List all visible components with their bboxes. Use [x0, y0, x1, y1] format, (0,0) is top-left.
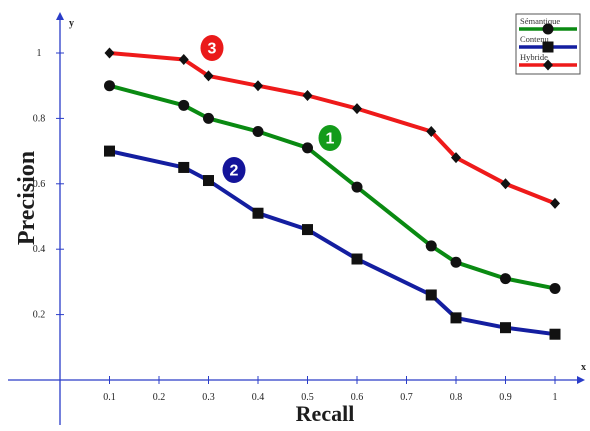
- series-3-marker: [451, 152, 461, 164]
- series-1-marker: [203, 112, 214, 124]
- y-tick-label: 1: [37, 48, 42, 59]
- y-tick-label: 0.2: [33, 310, 46, 321]
- series-2-marker: [252, 207, 264, 219]
- series-badge-2: 2: [222, 157, 246, 183]
- series-1-marker: [425, 240, 437, 252]
- legend-item-3: Hybride: [519, 52, 577, 71]
- x-tick-label: 0.4: [252, 392, 265, 403]
- legend-label: Sémantique: [520, 16, 560, 26]
- series-2-marker: [450, 312, 462, 324]
- series-1-marker: [500, 273, 511, 285]
- series-3-marker: [253, 80, 263, 92]
- series-1-marker: [549, 282, 561, 294]
- series-3-marker: [500, 178, 511, 190]
- x-tick-label: 0.6: [351, 392, 364, 403]
- series-2-marker: [302, 224, 313, 236]
- badge-circle: [200, 35, 224, 61]
- y-tick-label: 0.6: [33, 179, 46, 190]
- badge-label: 1: [326, 131, 335, 148]
- series-3-marker: [426, 125, 437, 137]
- series-line-2: [107, 149, 557, 337]
- legend-marker: [542, 41, 554, 53]
- x-tick-label: 0.5: [301, 392, 314, 403]
- series-2-marker: [500, 322, 511, 334]
- legend: Sémantique Contenu Hybride: [515, 13, 581, 75]
- series-3-marker: [352, 103, 362, 115]
- series-2-marker: [178, 161, 190, 173]
- series-3-marker: [302, 90, 313, 102]
- series-1-marker: [302, 142, 313, 154]
- series-3-marker: [178, 54, 189, 66]
- x-axis-title: Recall: [296, 401, 355, 426]
- legend-marker: [542, 23, 554, 35]
- x-tick-label: 0.2: [153, 392, 166, 403]
- badge-circle: [222, 157, 246, 183]
- series-3-marker: [550, 197, 560, 209]
- badge-label: 2: [230, 163, 239, 180]
- x-tick-label: 0.9: [499, 392, 512, 403]
- legend-label: Hybride: [520, 52, 548, 62]
- y-tick-label: 0.4: [33, 244, 46, 255]
- legend-marker: [543, 59, 553, 71]
- series-lines-layer: [107, 51, 557, 337]
- series-3-marker: [104, 47, 115, 59]
- x-tick-label: 0.7: [400, 392, 413, 403]
- series-2-marker: [104, 145, 115, 157]
- series-badge-1: 1: [318, 125, 342, 151]
- series-2-marker: [549, 328, 561, 340]
- series-1-marker: [450, 256, 462, 268]
- series-1-marker: [104, 80, 115, 92]
- series-line-3: [107, 51, 557, 206]
- series-1-marker: [178, 99, 190, 111]
- series-badges-layer: 1 2 3: [200, 35, 342, 183]
- x-tick-label: 0.8: [450, 392, 463, 403]
- badge-label: 3: [208, 41, 217, 58]
- legend-item-2: Contenu: [519, 34, 577, 53]
- x-axis-letter: x: [581, 362, 586, 373]
- series-line-1: [107, 83, 557, 291]
- legend-label: Contenu: [520, 34, 550, 44]
- series-2-marker: [425, 289, 437, 301]
- x-tick-label: 1: [553, 392, 558, 403]
- series-2-marker: [351, 253, 363, 265]
- series-1-marker: [351, 181, 363, 193]
- series-2-marker: [203, 175, 214, 187]
- y-axis-letter: y: [69, 18, 74, 29]
- y-tick-label: 0.8: [33, 113, 46, 124]
- series-badge-3: 3: [200, 35, 224, 61]
- badge-circle: [318, 125, 342, 151]
- axes-layer: x y 0.1 0.2 0.3 0.4 0.5 0.6 0.7 0.8 0.9 1 0.2 0.4 0.6 0…: [8, 12, 586, 426]
- y-axis-arrow-icon: [56, 12, 64, 20]
- x-axis-arrow-icon: [577, 376, 585, 384]
- x-tick-label: 0.3: [202, 392, 215, 403]
- series-1-marker: [252, 125, 264, 137]
- series-markers-layer: [104, 47, 561, 340]
- series-3-marker: [203, 70, 214, 82]
- x-tick-label: 0.1: [103, 392, 116, 403]
- legend-item-1: Sémantique: [519, 16, 577, 35]
- y-axis-title: Precision: [14, 151, 40, 245]
